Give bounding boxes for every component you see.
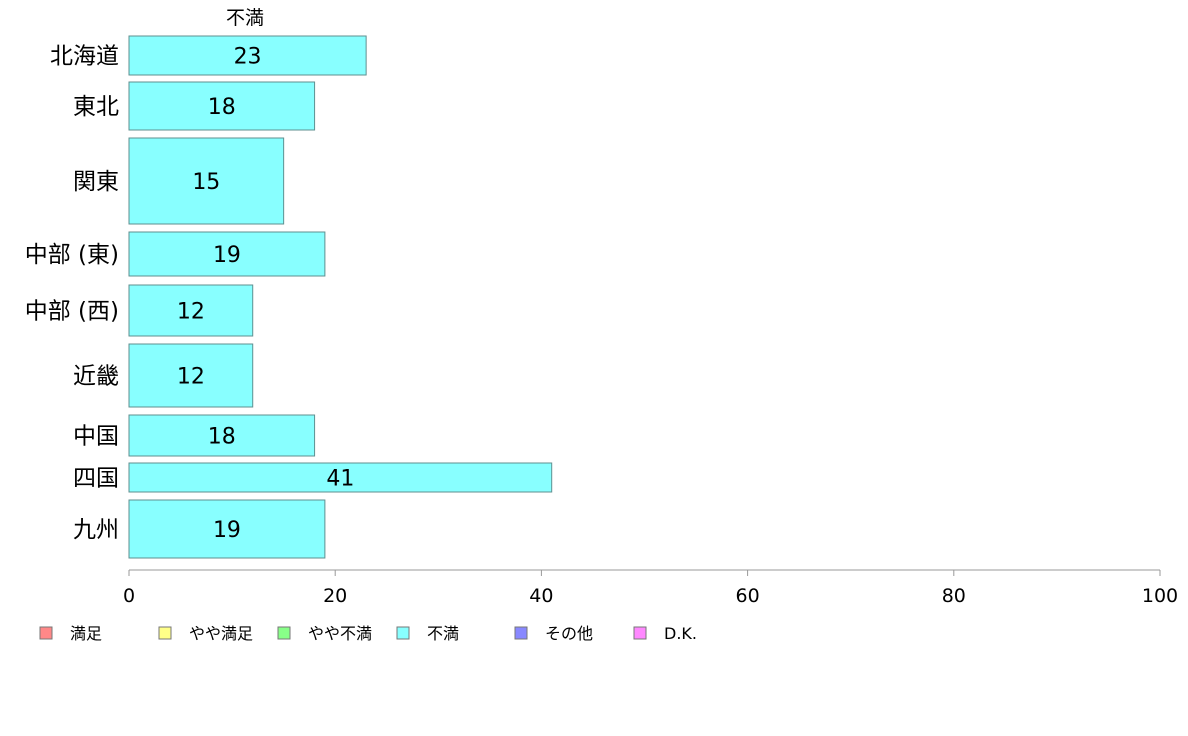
legend-label: その他 bbox=[545, 624, 593, 643]
bar-value-label: 15 bbox=[192, 170, 220, 195]
category-label: 関東 bbox=[73, 169, 119, 195]
bar bbox=[128, 81, 316, 131]
bar-value-label: 41 bbox=[326, 467, 354, 492]
bar-value-label: 12 bbox=[177, 365, 205, 390]
bar bbox=[128, 499, 326, 559]
bar bbox=[128, 137, 285, 225]
bar bbox=[128, 462, 553, 493]
legend-label: やや不満 bbox=[308, 624, 372, 643]
series-top-label: 不満 bbox=[226, 7, 264, 29]
legend-swatch bbox=[396, 626, 410, 640]
legend-swatch bbox=[158, 626, 172, 640]
bar-value-label: 18 bbox=[208, 425, 236, 450]
category-label: 近畿 bbox=[73, 364, 119, 390]
bar bbox=[128, 35, 367, 76]
bar-value-label: 23 bbox=[234, 45, 262, 70]
bar bbox=[128, 231, 326, 277]
legend-label: 不満 bbox=[427, 624, 459, 643]
legend-label: D.K. bbox=[664, 624, 697, 643]
bars-group: 北海道 23 東北 18 関東 15 中部 (東) 19 中部 (西) 12 近畿 12 中国 18 四国 4… bbox=[25, 35, 553, 559]
category-label: 中部 (東) bbox=[25, 242, 119, 268]
legend-label: 満足 bbox=[70, 624, 102, 643]
bar bbox=[128, 343, 254, 408]
bar-value-label: 19 bbox=[213, 243, 241, 268]
x-axis: 0 20 40 60 80 100 bbox=[123, 569, 1178, 607]
bar-value-label: 19 bbox=[213, 518, 241, 543]
bar-value-label: 12 bbox=[177, 300, 205, 325]
legend-swatch bbox=[514, 626, 528, 640]
bar bbox=[128, 284, 254, 337]
legend-label: やや満足 bbox=[189, 624, 253, 643]
bar-value-label: 18 bbox=[208, 95, 236, 120]
x-tick-label: 0 bbox=[123, 585, 135, 607]
legend-swatch bbox=[39, 626, 53, 640]
category-label: 四国 bbox=[73, 466, 119, 492]
bar bbox=[128, 414, 316, 457]
x-tick-label: 100 bbox=[1142, 585, 1178, 607]
x-tick-label: 20 bbox=[323, 585, 347, 607]
legend-swatch bbox=[277, 626, 291, 640]
category-label: 東北 bbox=[73, 94, 119, 120]
category-label: 中部 (西) bbox=[25, 299, 119, 325]
category-label: 中国 bbox=[73, 424, 119, 450]
category-label: 九州 bbox=[73, 517, 119, 543]
x-tick-label: 80 bbox=[942, 585, 966, 607]
x-tick-label: 40 bbox=[529, 585, 553, 607]
legend: 満足 やや満足 やや不満 不満 その他 D.K. bbox=[39, 624, 697, 643]
x-tick-label: 60 bbox=[736, 585, 760, 607]
legend-swatch bbox=[633, 626, 647, 640]
category-label: 北海道 bbox=[50, 44, 119, 70]
